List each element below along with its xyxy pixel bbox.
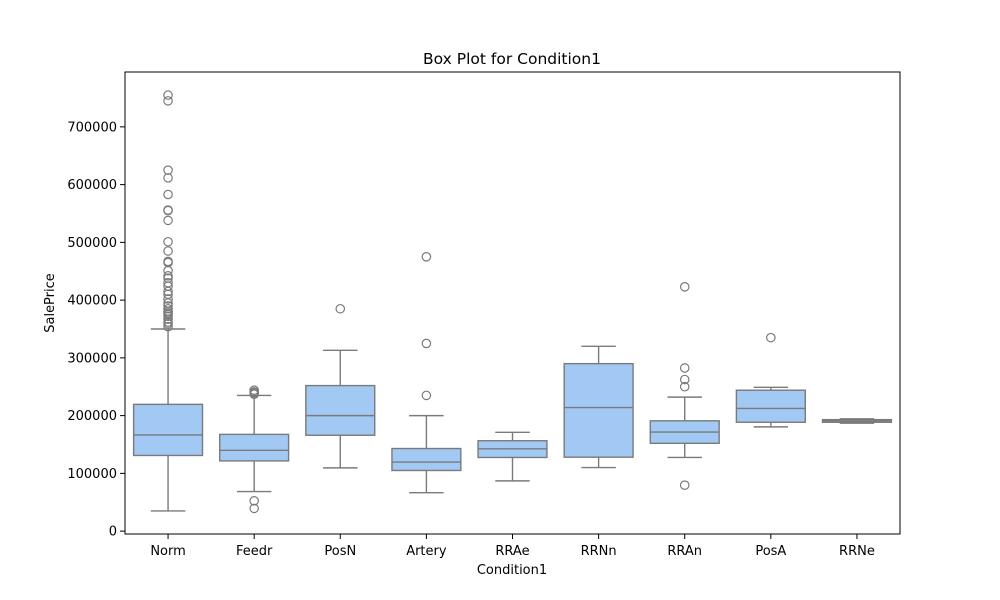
- y-tick-label: 500000: [67, 236, 117, 251]
- outlier-point: [163, 205, 173, 215]
- outlier-point: [679, 282, 690, 292]
- outlier-point: [163, 165, 173, 175]
- outlier-point: [163, 189, 173, 200]
- outlier-point: [163, 271, 173, 281]
- y-tick-label: 300000: [67, 351, 117, 366]
- x-tick-label: Artery: [406, 544, 447, 559]
- outlier-point: [335, 303, 346, 314]
- outlier-point: [249, 495, 259, 506]
- box-iqr: [391, 447, 462, 472]
- box-norm: [132, 90, 204, 512]
- outlier-point: [163, 301, 173, 311]
- x-tick-label: RRAe: [495, 544, 529, 559]
- outlier-point: [679, 480, 690, 491]
- y-tick-label: 700000: [67, 120, 117, 135]
- y-tick-label: 200000: [67, 409, 117, 424]
- box-rrne: [821, 418, 893, 424]
- outlier-point: [163, 277, 173, 288]
- outlier-point: [766, 332, 776, 343]
- outlier-point: [163, 246, 173, 256]
- x-tick-label: RRAn: [667, 544, 702, 559]
- box-posn: [305, 303, 376, 469]
- outlier-point: [679, 374, 690, 385]
- box-iqr: [219, 433, 290, 462]
- box-iqr: [132, 403, 204, 457]
- outlier-point: [163, 321, 173, 332]
- y-axis-label: SalePrice: [43, 273, 58, 333]
- outlier-point: [163, 215, 173, 226]
- x-axis: Norm Feedr PosN Artery RRAe RRNn RRAn PosA RRNe: [150, 534, 875, 559]
- x-tick-label: RRNn: [581, 544, 617, 559]
- y-tick-label: 400000: [67, 294, 117, 309]
- outlier-point: [163, 173, 173, 183]
- x-axis-label: Condition1: [477, 563, 547, 578]
- outlier-point: [163, 90, 173, 100]
- box-iqr: [735, 389, 806, 423]
- outlier-point: [163, 294, 173, 304]
- outlier-point: [679, 363, 690, 373]
- outlier-point: [163, 96, 173, 106]
- x-tick-label: RRNe: [839, 544, 875, 559]
- x-tick-label: Norm: [150, 544, 185, 559]
- chart-title: Box Plot for Condition1: [423, 50, 601, 68]
- outlier-point: [421, 390, 432, 401]
- y-axis: 0 100000 200000 300000 400000 500000 600000 700…: [67, 120, 125, 540]
- outlier-point: [163, 303, 173, 314]
- y-tick-label: 0: [109, 525, 117, 540]
- box-iqr: [563, 362, 634, 458]
- outlier-point: [163, 256, 173, 267]
- x-tick-label: PosN: [324, 544, 356, 559]
- y-tick-label: 600000: [67, 178, 117, 193]
- box-rrae: [477, 431, 548, 482]
- outlier-point: [679, 381, 690, 392]
- box-posa: [735, 332, 806, 428]
- box-rran: [649, 282, 720, 491]
- box-rrnn: [563, 345, 634, 469]
- box-artery: [391, 251, 462, 494]
- outlier-point: [163, 317, 173, 327]
- x-tick-label: Feedr: [236, 544, 273, 559]
- outlier-point: [249, 503, 259, 514]
- box-feedr: [219, 385, 290, 514]
- box-iqr: [305, 384, 376, 436]
- plot-area: [132, 90, 893, 514]
- outlier-point: [163, 236, 173, 247]
- outlier-point: [421, 251, 432, 262]
- x-tick-label: PosA: [755, 544, 786, 559]
- y-tick-label: 100000: [67, 467, 117, 482]
- outlier-point: [249, 385, 259, 396]
- outlier-point: [421, 338, 432, 349]
